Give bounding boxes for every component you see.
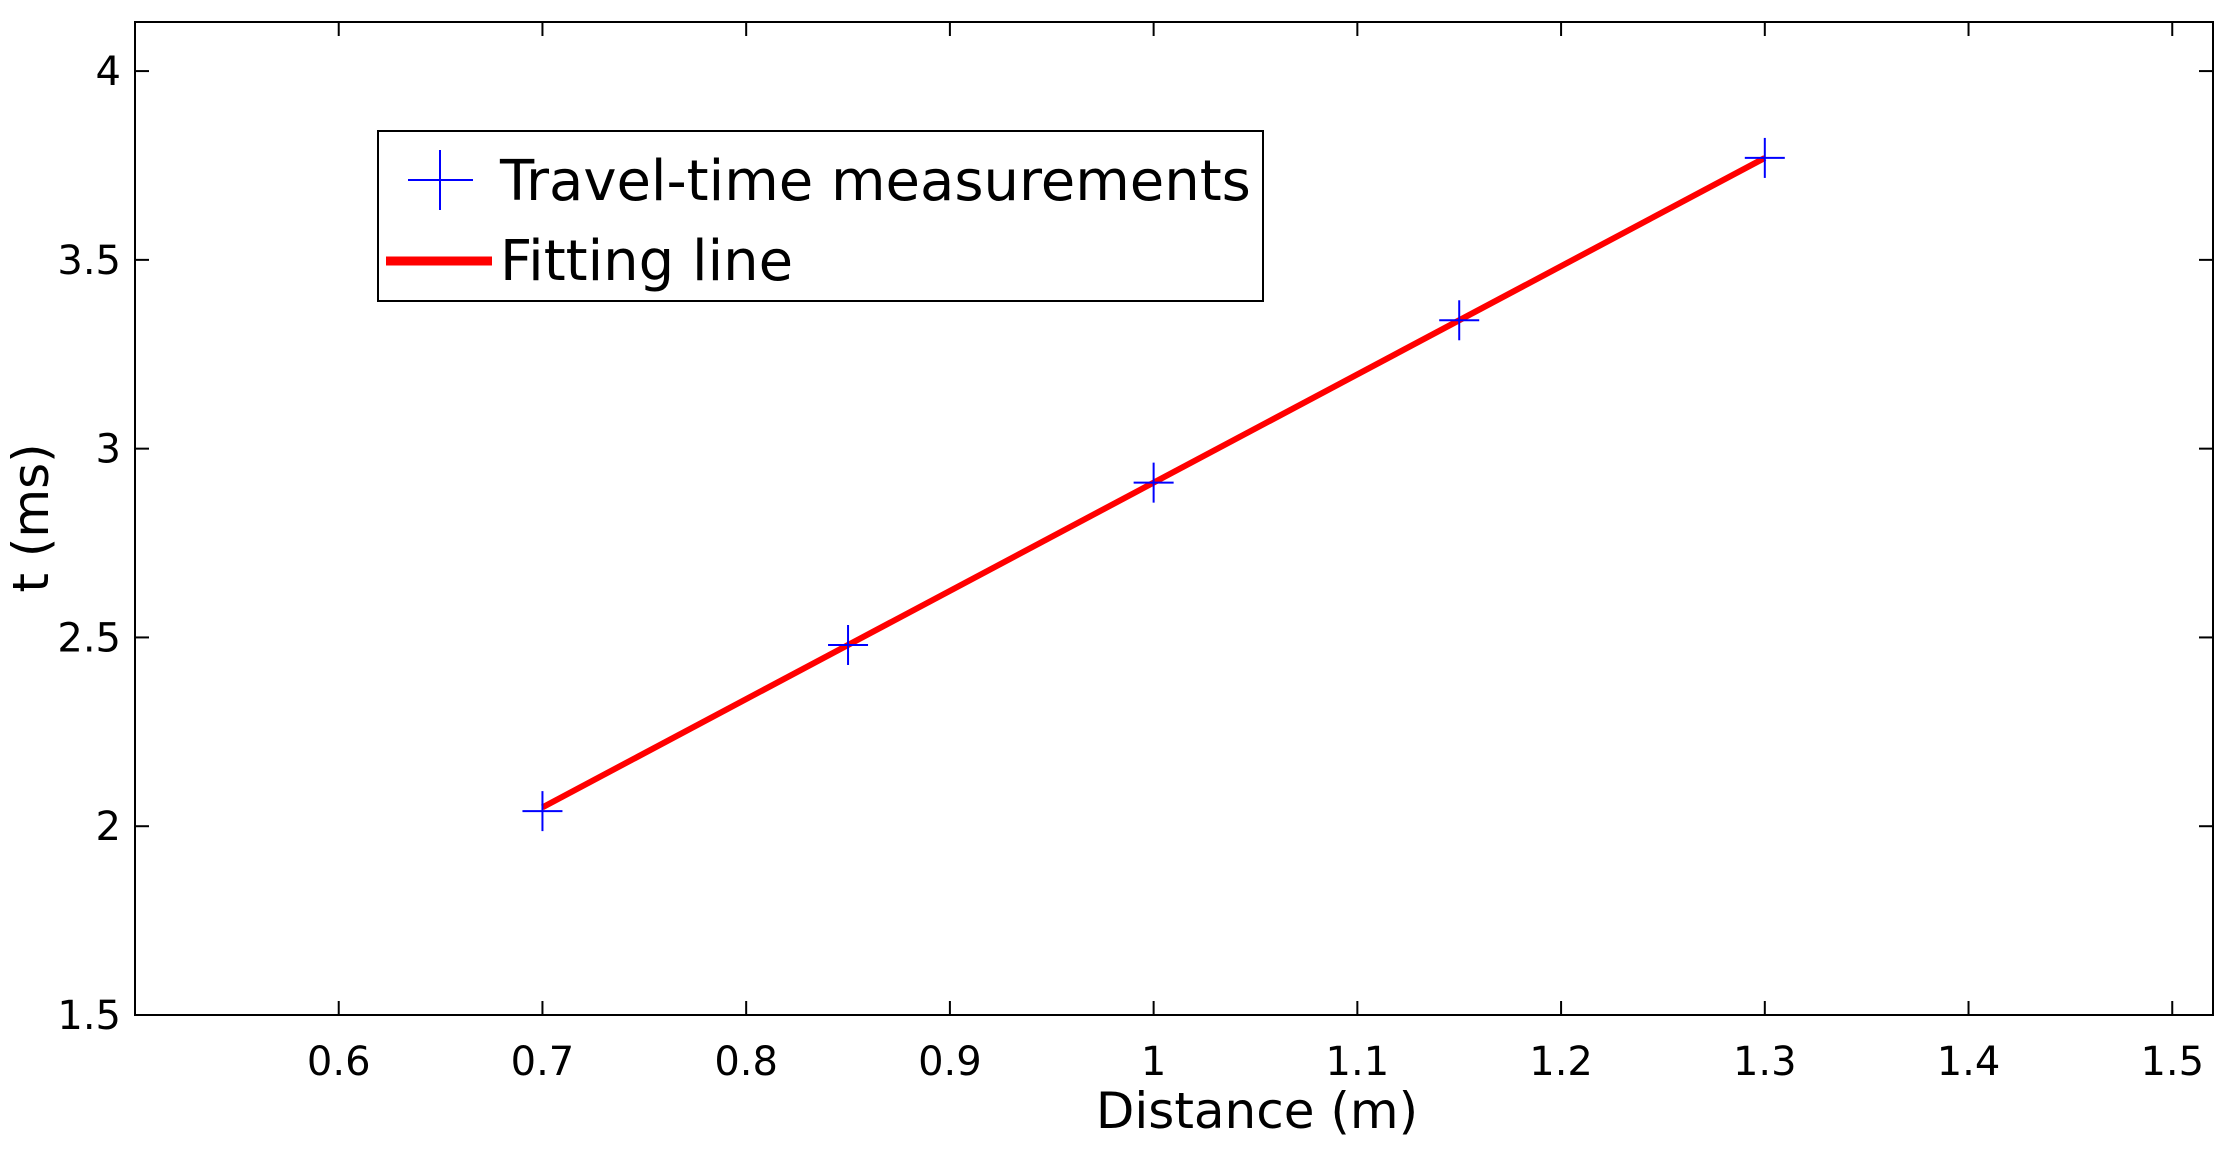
x-axis: 0.6 0.7 0.8 0.9 1 1.1 1.2 1.3 1.4 1.5 <box>307 22 2204 1085</box>
x-axis-title: Distance (m) <box>1096 1082 1418 1140</box>
x-tick-label: 1.1 <box>1326 1039 1390 1085</box>
x-tick-label: 1.3 <box>1733 1039 1797 1085</box>
x-tick-label: 0.7 <box>511 1039 575 1085</box>
x-tick-label: 0.9 <box>918 1039 982 1085</box>
y-tick-label: 1.5 <box>57 993 121 1039</box>
measurement-point <box>1133 462 1174 503</box>
x-tick-label: 1.5 <box>2140 1039 2204 1085</box>
y-tick-label: 4 <box>96 49 121 95</box>
legend-label-fitting-line: Fitting line <box>500 229 793 294</box>
x-tick-label: 0.8 <box>714 1039 778 1085</box>
measurement-point <box>1744 137 1785 178</box>
measurement-point <box>828 624 869 665</box>
legend: Travel-time measurements Fitting line <box>377 130 1264 302</box>
y-tick-label: 2.5 <box>57 615 121 661</box>
legend-box <box>377 130 1264 302</box>
y-tick-label: 3.5 <box>57 238 121 284</box>
x-tick-label: 0.6 <box>307 1039 371 1085</box>
x-tick-label: 1.4 <box>1937 1039 2001 1085</box>
measurement-point <box>1439 300 1480 341</box>
legend-label-measurements: Travel-time measurements <box>499 149 1251 214</box>
plot-area <box>522 137 1785 832</box>
x-tick-label: 1 <box>1141 1039 1166 1085</box>
y-axis: 1.5 2 2.5 3 3.5 4 <box>57 49 2213 1039</box>
measurement-point <box>522 791 563 832</box>
legend-marker-measurements <box>408 150 473 210</box>
y-tick-label: 3 <box>96 427 121 473</box>
x-tick-label: 1.2 <box>1529 1039 1593 1085</box>
y-tick-label: 2 <box>96 804 121 850</box>
y-axis-title: t (ms) <box>2 443 60 592</box>
